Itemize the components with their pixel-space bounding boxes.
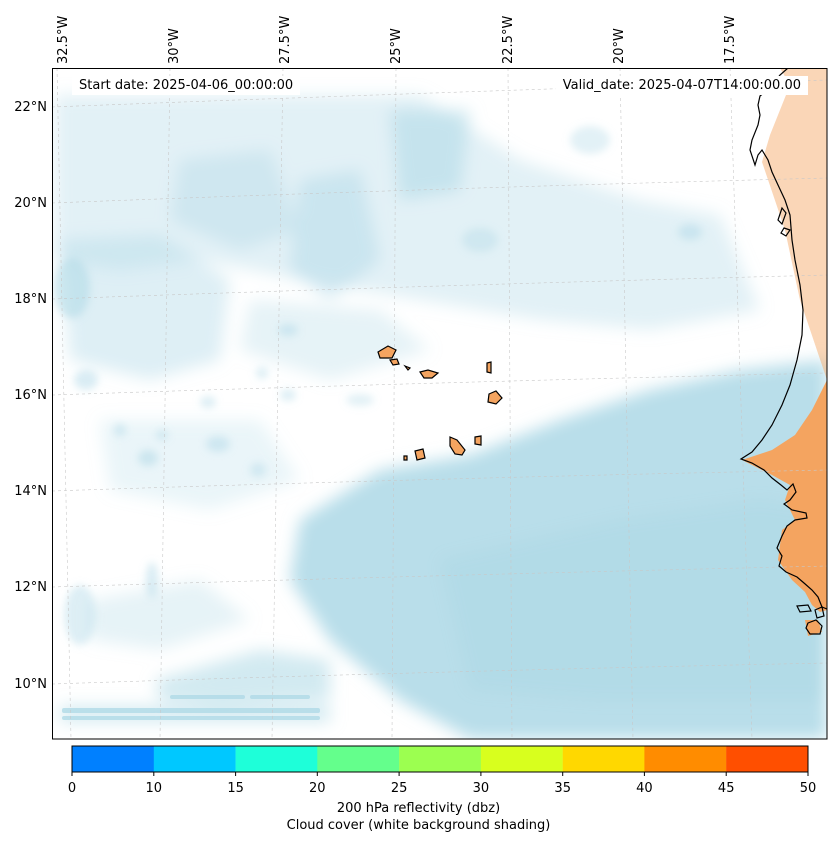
colorbar-tick-label: 30 <box>473 781 490 796</box>
colorbar-swatches <box>72 746 808 772</box>
colorbar-swatch <box>153 746 236 772</box>
colorbar-tick-label: 50 <box>800 781 817 796</box>
lon-label: 22.5°W <box>501 16 516 64</box>
colorbar-tick-label: 10 <box>146 781 163 796</box>
colorbar-swatch <box>72 746 154 772</box>
lat-label: 14°N <box>14 484 47 499</box>
colorbar-swatch <box>317 746 400 772</box>
lon-label: 17.5°W <box>723 16 738 64</box>
island-santa-luzia <box>403 364 412 371</box>
colorbar-swatch <box>726 746 808 772</box>
cloud-cover-shading <box>54 95 827 739</box>
lat-label: 20°N <box>14 196 47 211</box>
colorbar-swatch <box>235 746 318 772</box>
colorbar-tick-label: 35 <box>554 781 571 796</box>
colorbar-tick-label: 40 <box>636 781 653 796</box>
colorbar-swatch <box>562 746 645 772</box>
coastline <box>739 68 827 635</box>
colorbar-label: 200 hPa reflectivity (dbz) <box>336 801 501 816</box>
lon-label: 25°W <box>389 28 404 64</box>
colorbar: 0 10 15 20 25 30 35 40 45 50 <box>68 745 816 796</box>
island-sao-vicente <box>389 358 400 366</box>
start-date-label: Start date: 2025-04-06_00:00:00 <box>72 76 301 95</box>
lat-label: 10°N <box>14 677 47 692</box>
colorbar-tick-label: 20 <box>309 781 326 796</box>
island-sao-nicolau <box>419 369 440 379</box>
cape-verde-islands <box>377 345 503 461</box>
lon-label: 32.5°W <box>56 16 71 64</box>
lon-label: 27.5°W <box>278 16 293 64</box>
map-content <box>52 68 827 739</box>
colorbar-tick-label: 25 <box>391 781 408 796</box>
lon-label: 30°W <box>167 28 182 64</box>
island-fogo <box>414 448 426 461</box>
lat-label: 18°N <box>14 292 47 307</box>
gridlines <box>52 68 827 739</box>
colorbar-swatch <box>644 746 727 772</box>
map-frame <box>52 68 828 740</box>
lon-label: 20°W <box>612 28 627 64</box>
valid-date-label: Valid_date: 2025-04-07T14:00:00.00 <box>555 76 808 95</box>
colorbar-frame <box>71 745 809 773</box>
island-brava <box>403 455 408 461</box>
colorbar-sublabel: Cloud cover (white background shading) <box>286 818 551 833</box>
island-sal <box>486 361 492 374</box>
colorbar-swatch <box>399 746 482 772</box>
longitude-labels: 32.5°W 30°W 27.5°W 25°W 22.5°W 20°W 17.5… <box>56 16 738 64</box>
colorbar-tick-label: 45 <box>718 781 735 796</box>
lat-label: 12°N <box>14 580 47 595</box>
lat-label: 22°N <box>14 100 47 115</box>
lat-label: 16°N <box>14 388 47 403</box>
latitude-labels: 22°N 20°N 18°N 16°N 14°N 12°N 10°N <box>14 100 47 692</box>
colorbar-swatch <box>480 746 563 772</box>
island-santiago <box>449 436 466 456</box>
colorbar-tick-label: 0 <box>68 781 76 796</box>
colorbar-tick-labels: 0 10 15 20 25 30 35 40 45 50 <box>68 781 816 796</box>
island-boa-vista <box>487 390 503 405</box>
colorbar-tick-label: 15 <box>227 781 244 796</box>
island-santo-antao <box>377 345 397 359</box>
island-maio <box>474 435 482 446</box>
